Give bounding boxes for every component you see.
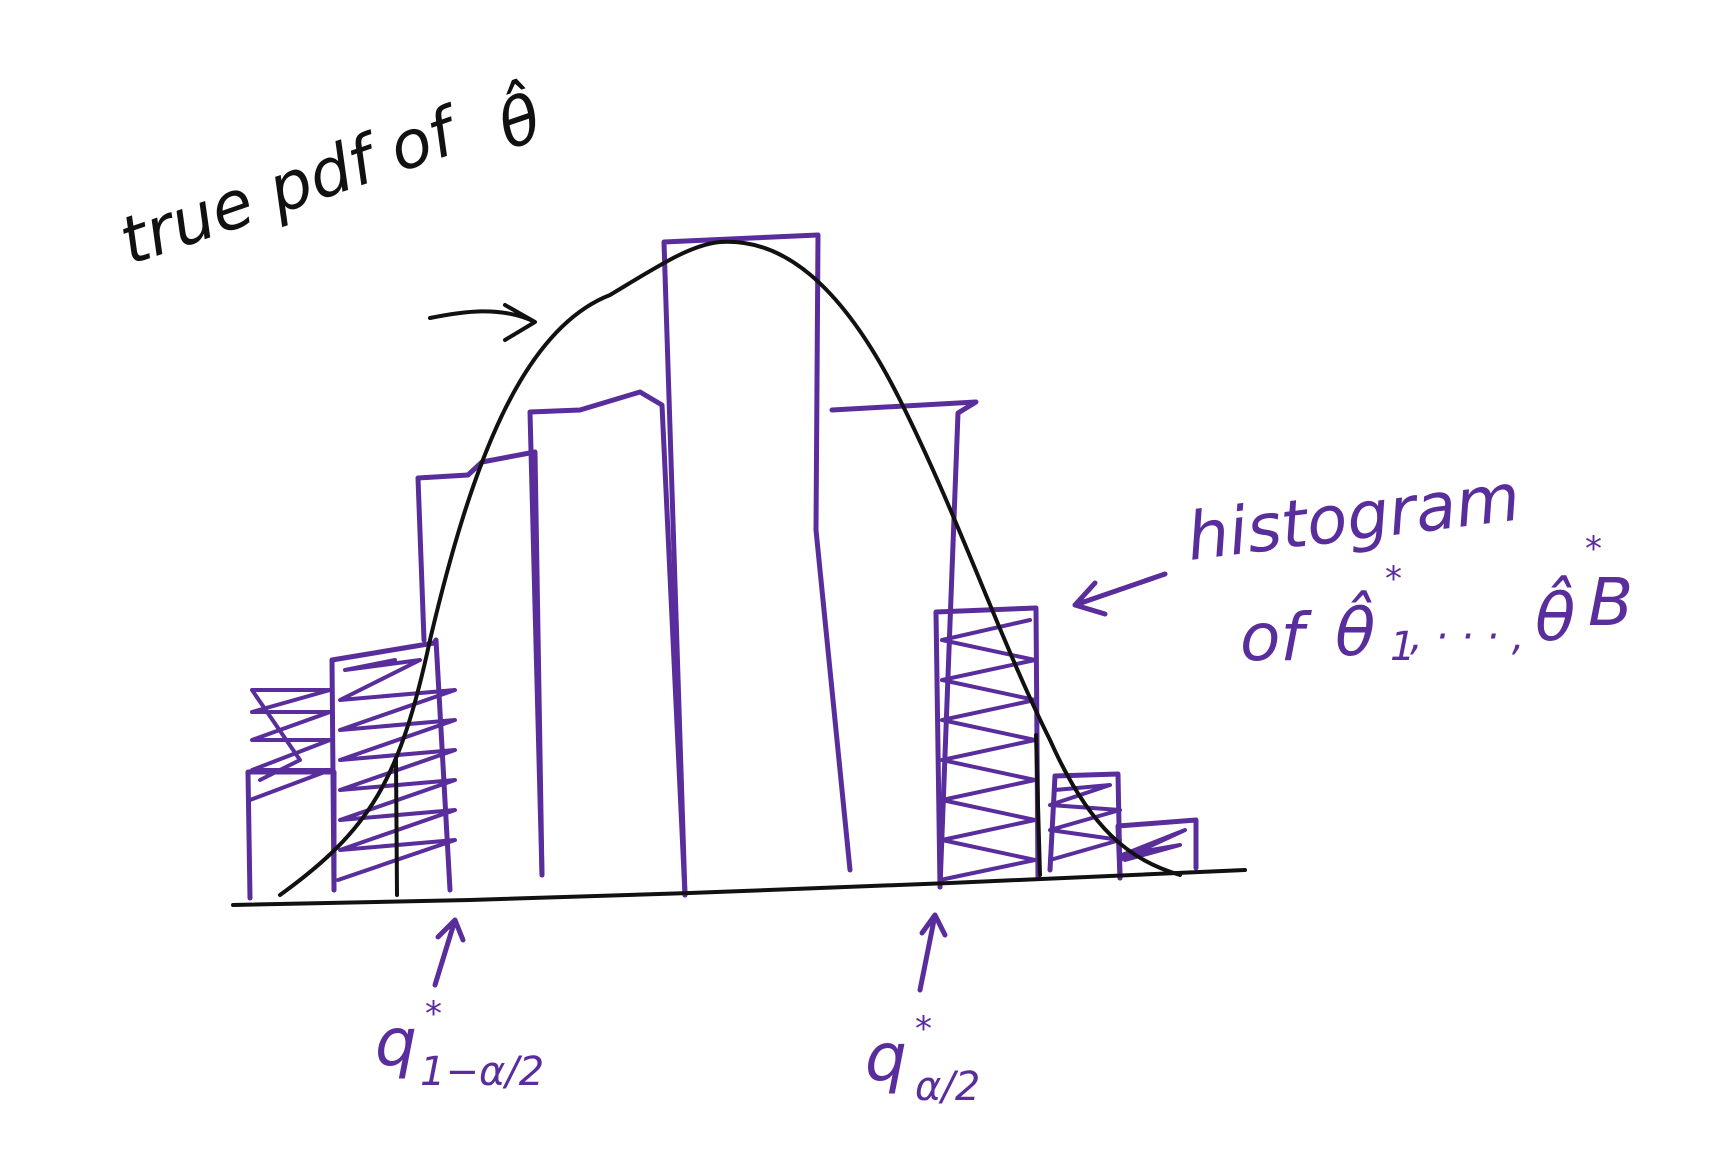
shading-bar-1 bbox=[248, 688, 332, 802]
shading-bar-7 bbox=[938, 618, 1037, 882]
x-axis bbox=[231, 868, 1247, 907]
true-pdf-curve bbox=[278, 239, 1182, 897]
shading-bar-9 bbox=[1118, 828, 1187, 862]
q-upper-sub: α/2 bbox=[915, 1064, 980, 1110]
histogram-bar-4 bbox=[527, 389, 688, 898]
theta-star-last: θ̂ bbox=[1535, 575, 1575, 656]
true-pdf-label: true pdf of bbox=[110, 91, 472, 280]
q-upper-star: * bbox=[915, 1009, 932, 1049]
histogram-bar-1 bbox=[245, 769, 337, 901]
true-pdf-symbol: θ̂ bbox=[487, 75, 552, 165]
quantile-lower-arrow bbox=[432, 917, 466, 988]
shading-bar-8 bbox=[1048, 783, 1122, 862]
quantile-lower-line bbox=[394, 758, 399, 897]
q-upper-label: q bbox=[865, 1019, 907, 1096]
histogram-bar-9 bbox=[1115, 817, 1199, 881]
theta-star-first-star: * bbox=[1385, 559, 1402, 599]
curve-arrow bbox=[428, 303, 537, 342]
q-lower-sub: 1−α/2 bbox=[420, 1049, 544, 1095]
theta-star-first: θ̂ bbox=[1335, 590, 1375, 671]
histogram-ellipsis: , · · · , bbox=[1410, 614, 1524, 660]
histogram-bar-5 bbox=[661, 232, 853, 898]
histogram bbox=[245, 232, 1199, 901]
theta-star-last-sub: B bbox=[1588, 564, 1633, 641]
quantile-upper-line bbox=[1034, 733, 1042, 877]
theta-star-last-star: * bbox=[1585, 529, 1602, 569]
q-lower-label: q bbox=[375, 1004, 417, 1081]
histogram-bar-2 bbox=[329, 637, 453, 893]
quantile-upper-arrow bbox=[917, 912, 948, 993]
histogram-label: histogram bbox=[1183, 459, 1524, 576]
tail-shading bbox=[248, 618, 1187, 882]
q-lower-star: * bbox=[425, 994, 442, 1034]
histogram-of-label: of bbox=[1240, 599, 1312, 676]
histogram-arrow bbox=[1072, 571, 1168, 617]
theta-star-first-sub: 1 bbox=[1390, 624, 1415, 670]
histogram-bar-3 bbox=[415, 449, 545, 878]
